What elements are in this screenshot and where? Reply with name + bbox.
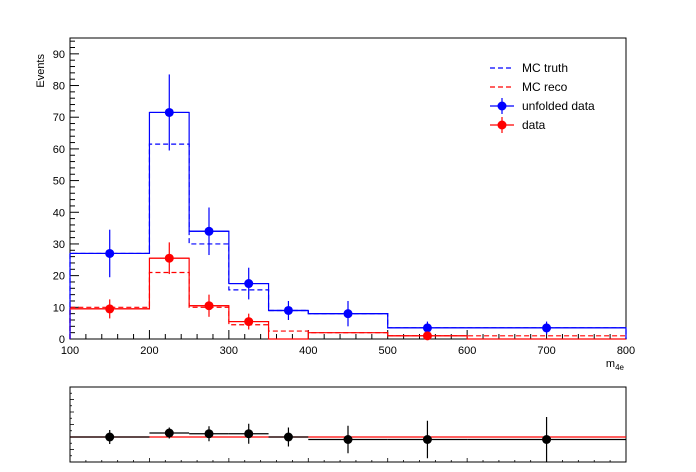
ratio-marker	[422, 435, 432, 444]
x-tick-label: 200	[140, 345, 158, 357]
main-frame	[69, 37, 627, 340]
x-tick-label: 600	[458, 345, 476, 357]
ratio-marker	[105, 432, 115, 442]
x-axis-label: m4e	[606, 358, 625, 372]
main-x-axis: 100 200 300 400 500 600 700 800	[61, 330, 635, 357]
y-tick-label: 10	[53, 302, 65, 314]
series-2-marker	[283, 305, 293, 315]
series-3-marker	[244, 317, 254, 327]
ratio-plot	[69, 386, 627, 463]
series-3-marker	[422, 331, 432, 341]
legend-label: MC truth	[522, 61, 568, 75]
legend-marker	[497, 101, 507, 111]
x-tick-label: 400	[299, 345, 317, 357]
x-axis-label-sub: 4e	[615, 363, 624, 372]
ratio-axes	[69, 386, 627, 463]
series-2-marker	[343, 309, 353, 319]
ratio-marker	[164, 428, 174, 438]
y-tick-label: 90	[53, 49, 65, 61]
x-tick-label: 500	[379, 345, 397, 357]
series-2-marker	[542, 323, 552, 333]
ratio-marker	[204, 429, 214, 439]
legend-label: unfolded data	[522, 99, 595, 113]
x-tick-label: 300	[220, 345, 238, 357]
y-tick-label: 20	[53, 271, 65, 283]
series-3-marker	[105, 304, 115, 314]
series-2-marker	[244, 279, 254, 289]
series-2-marker	[105, 248, 115, 258]
ratio-marker	[343, 435, 353, 444]
x-axis-label-base: m	[606, 358, 615, 370]
series-2-marker	[422, 323, 432, 333]
y-tick-label: 50	[53, 176, 65, 188]
y-tick-label: 40	[53, 207, 65, 219]
ratio-series	[70, 417, 626, 462]
main-plot: 0 10 20 30 40 50 60 70 80 90 100 200 300 400 500 600 70…	[35, 37, 635, 372]
series-2-marker	[164, 107, 174, 117]
main-series	[69, 74, 627, 341]
series-2-marker	[204, 226, 214, 236]
main-y-axis: 0 10 20 30 40 50 60 70 80 90	[53, 40, 79, 346]
x-tick-label: 100	[61, 345, 79, 357]
y-tick-label: 80	[53, 81, 65, 93]
ratio-marker	[283, 432, 293, 442]
legend-label: data	[522, 118, 546, 132]
series-3-marker	[164, 253, 174, 263]
y-tick-label: 60	[53, 144, 65, 156]
x-tick-label: 800	[617, 345, 635, 357]
y-tick-label: 70	[53, 112, 65, 124]
y-axis-label: Events	[35, 54, 47, 88]
series-3-marker	[204, 301, 214, 311]
x-tick-label: 700	[537, 345, 555, 357]
ratio-marker	[244, 429, 254, 439]
ratio-marker	[542, 435, 552, 444]
legend-label: MC reco	[522, 80, 568, 94]
y-tick-label: 30	[53, 239, 65, 251]
y-tick-label: 0	[59, 334, 65, 346]
legend: MC truth MC reco unfolded data data	[490, 61, 595, 133]
legend-marker	[497, 120, 507, 130]
